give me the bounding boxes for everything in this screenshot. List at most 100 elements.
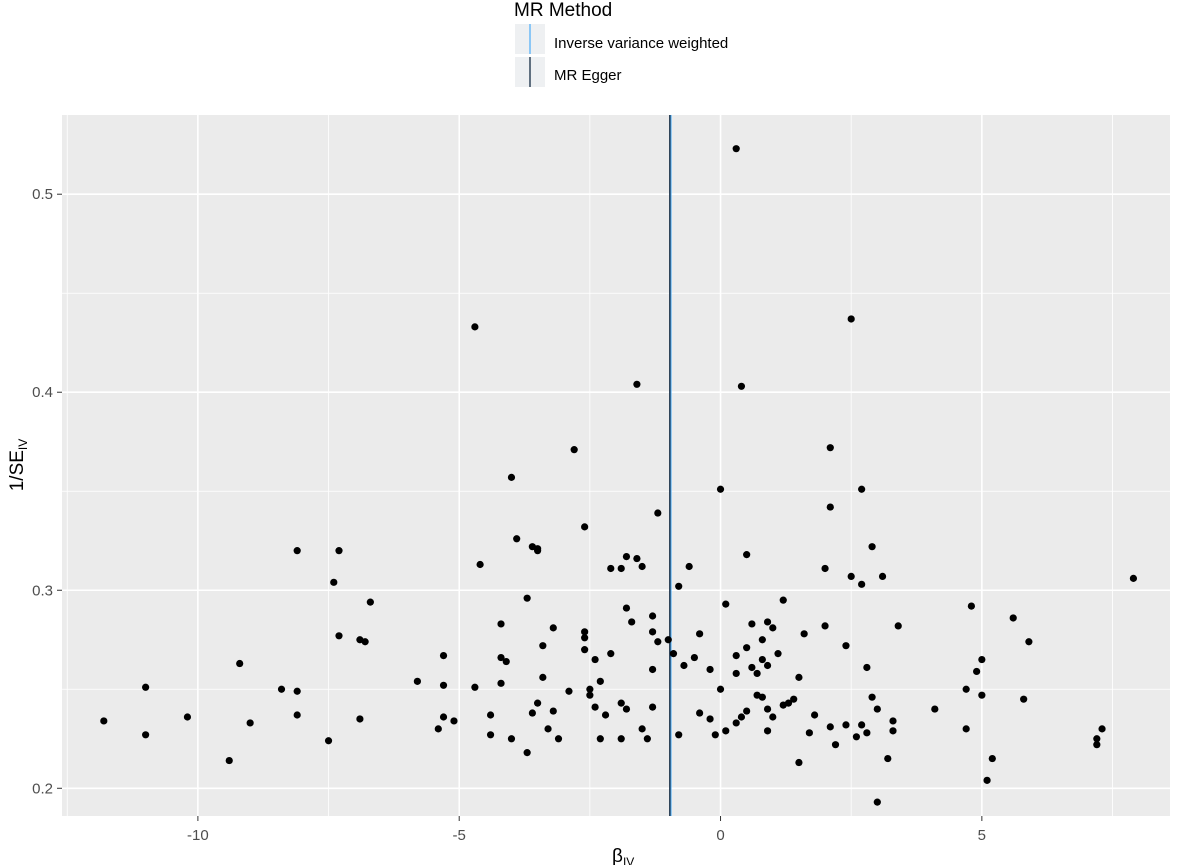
data-point <box>931 705 939 713</box>
data-point <box>737 713 746 721</box>
data-point <box>277 685 286 693</box>
data-point <box>225 756 233 765</box>
data-point <box>758 655 766 664</box>
data-point <box>716 685 725 693</box>
data-point <box>534 547 542 555</box>
data-point <box>622 552 631 561</box>
data-point <box>868 543 876 551</box>
data-point <box>973 667 981 676</box>
data-point <box>648 612 657 620</box>
data-point <box>758 693 766 701</box>
data-point <box>523 594 531 602</box>
data-point <box>100 717 108 725</box>
data-point <box>711 731 719 739</box>
data-point <box>779 701 787 709</box>
data-point <box>617 735 625 743</box>
data-point <box>1093 741 1101 749</box>
data-point <box>497 679 505 687</box>
data-point <box>763 705 772 713</box>
data-point <box>696 709 704 717</box>
data-point <box>732 652 740 660</box>
data-point <box>732 719 740 727</box>
data-point <box>549 707 557 715</box>
data-point <box>962 725 970 733</box>
data-point <box>335 632 343 640</box>
data-point <box>690 653 698 662</box>
data-point <box>544 725 552 733</box>
data-point <box>507 473 516 481</box>
data-point <box>675 731 683 739</box>
data-point <box>507 735 516 743</box>
data-point <box>743 707 751 715</box>
data-point <box>591 655 599 664</box>
data-point <box>581 628 589 636</box>
data-point <box>142 731 150 739</box>
data-point <box>528 709 536 717</box>
y-axis-title: 1/SEIV <box>7 439 30 492</box>
data-point <box>581 523 589 531</box>
x-axis-title-sub: IV <box>623 855 634 865</box>
data-point <box>680 661 688 670</box>
data-point <box>873 798 881 806</box>
data-point <box>142 683 150 691</box>
data-point <box>450 717 458 725</box>
data-point <box>601 711 610 719</box>
data-point <box>502 657 510 666</box>
data-point <box>586 685 594 693</box>
data-point <box>648 703 657 711</box>
data-point <box>826 723 834 731</box>
y-tick-label: 0.5 <box>32 186 53 203</box>
data-point <box>648 628 657 636</box>
y-tick-label: 0.4 <box>32 384 53 401</box>
data-point <box>654 509 662 517</box>
data-point <box>622 705 631 713</box>
x-axis-title: βIV <box>612 846 634 865</box>
data-point <box>842 642 850 650</box>
data-point <box>413 677 421 685</box>
data-point <box>549 624 557 632</box>
data-point <box>983 776 991 784</box>
data-point <box>581 634 589 642</box>
legend-title: MR Method <box>514 0 612 21</box>
data-point <box>534 699 542 707</box>
data-point <box>513 535 521 543</box>
data-point <box>889 717 897 725</box>
data-point <box>1129 574 1138 582</box>
data-point <box>706 715 714 723</box>
data-point <box>183 713 192 721</box>
data-point <box>790 695 798 703</box>
data-point <box>847 572 855 580</box>
legend: MR Method Inverse variance weighted MR E… <box>514 0 728 87</box>
data-point <box>434 725 442 733</box>
data-point <box>873 705 881 713</box>
data-point <box>706 665 714 674</box>
legend-label-egger: MR Egger <box>554 67 622 84</box>
data-point <box>675 582 683 590</box>
x-tick-label: 0 <box>716 827 724 844</box>
data-point <box>842 721 850 729</box>
data-point <box>591 703 599 711</box>
data-point <box>486 731 495 739</box>
x-tick-label: 5 <box>978 827 986 844</box>
data-point <box>439 652 448 660</box>
data-point <box>617 699 625 707</box>
data-point <box>889 727 897 735</box>
data-point <box>821 564 829 573</box>
data-point <box>293 687 301 695</box>
data-point <box>330 578 338 586</box>
data-point <box>539 642 547 650</box>
data-point <box>669 650 678 658</box>
data-point <box>685 562 693 571</box>
gridlines <box>62 115 1170 816</box>
y-tick-label: 0.2 <box>32 780 53 797</box>
data-point <box>1009 614 1017 622</box>
data-point <box>774 650 782 658</box>
data-point <box>439 713 448 721</box>
data-point <box>763 618 772 626</box>
data-point <box>638 725 646 733</box>
data-point <box>523 749 531 757</box>
data-point <box>664 636 672 644</box>
axis-ticks: -10 -5 0 5 0.2 0.3 0.4 0.5 <box>32 186 986 844</box>
data-point <box>878 572 887 580</box>
data-point <box>1098 725 1106 733</box>
